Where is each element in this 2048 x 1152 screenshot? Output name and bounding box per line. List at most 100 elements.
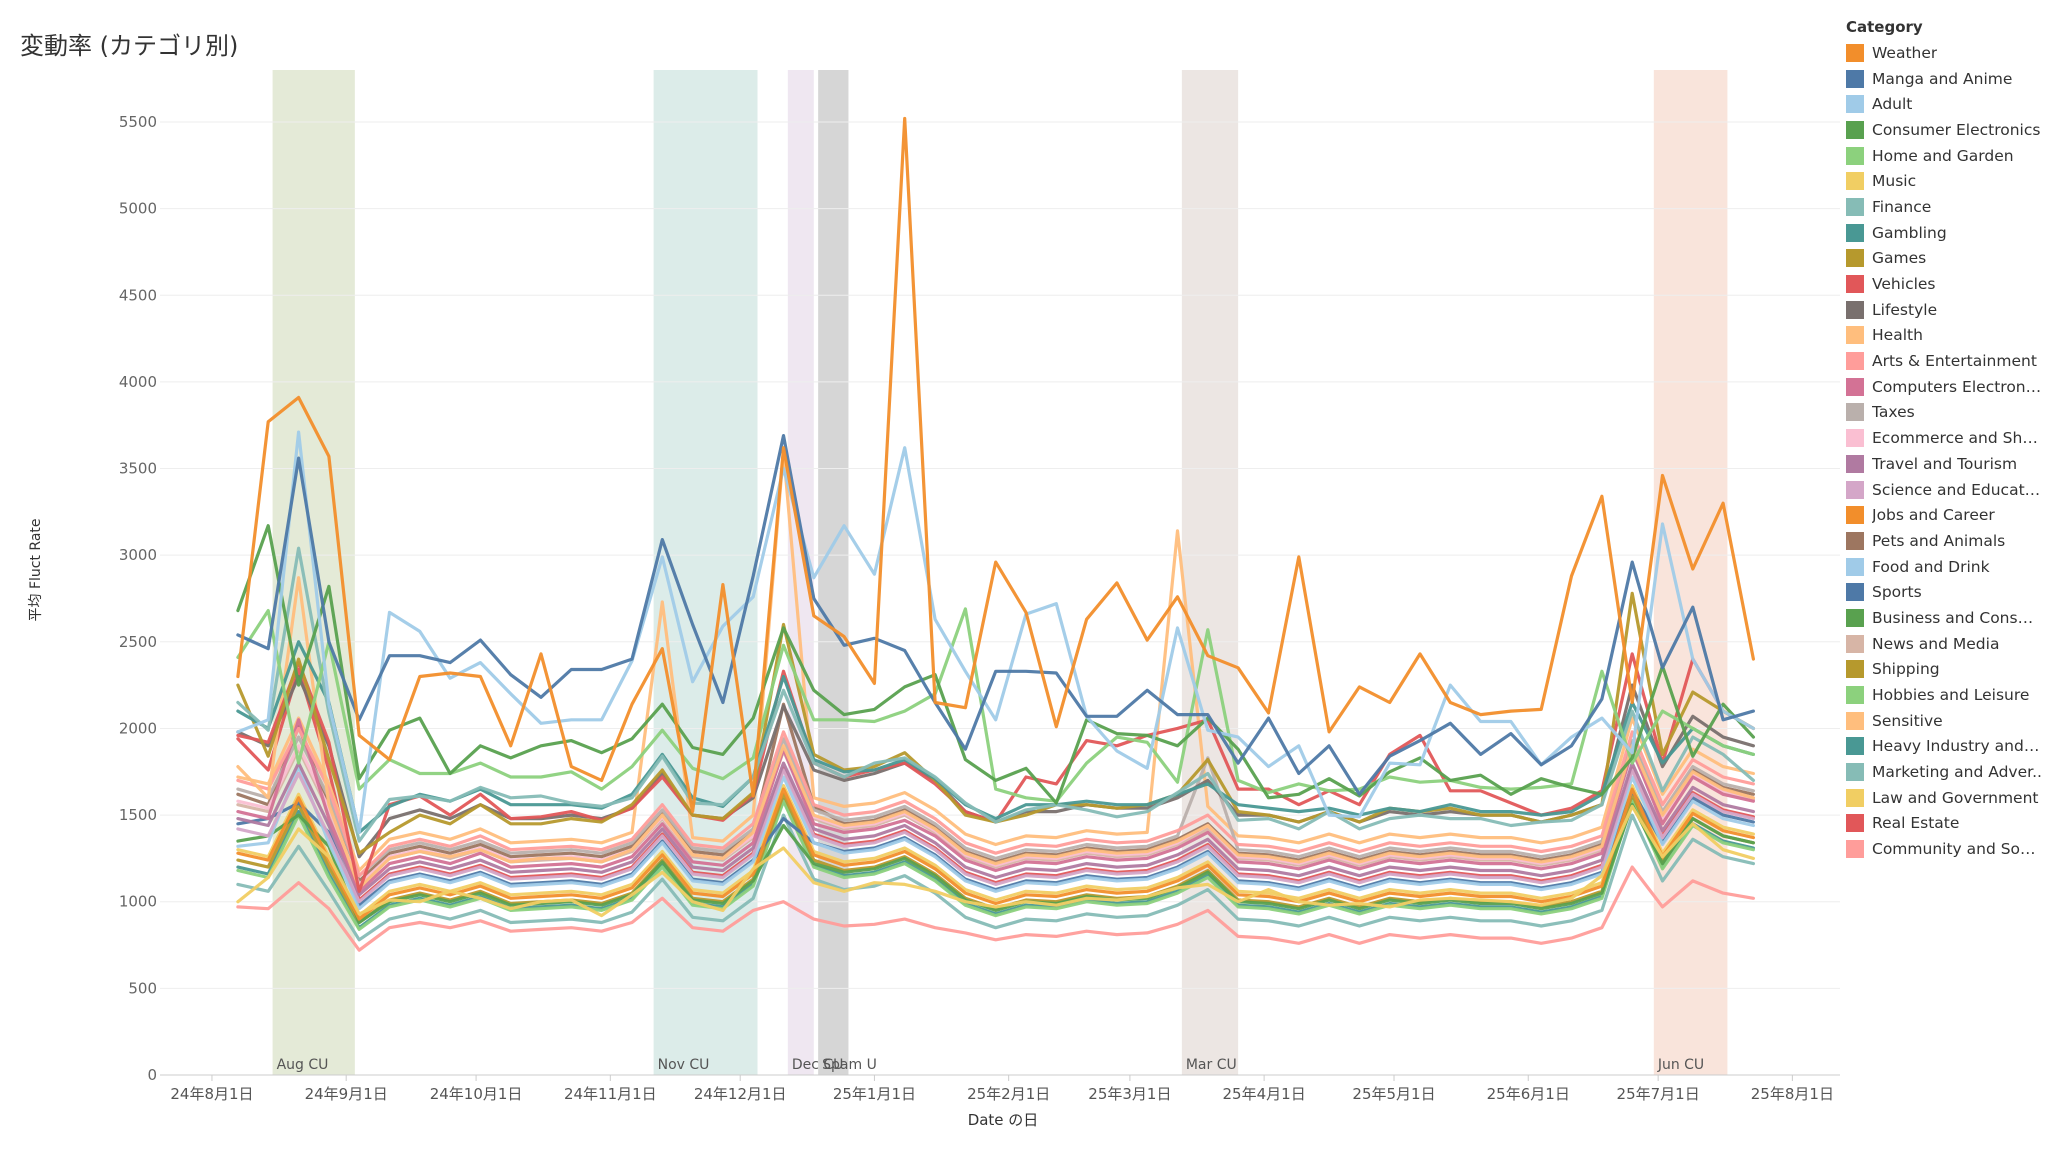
event-band: [1181, 70, 1239, 1075]
x-axis-title: Date の日: [968, 1111, 1039, 1129]
event-band: [1653, 70, 1728, 1075]
legend-label: Travel and Tourism: [1872, 454, 2018, 473]
legend-item[interactable]: Sports: [1846, 579, 2046, 605]
legend-item[interactable]: Heavy Industry and E..: [1846, 734, 2046, 760]
legend-label: Finance: [1872, 197, 1932, 216]
legend-swatch: [1846, 197, 1864, 216]
legend-item[interactable]: Pets and Animals: [1846, 528, 2046, 554]
series-line: [236, 116, 1755, 814]
legend-item[interactable]: Gambling: [1846, 220, 2046, 246]
y-tick-label: 1500: [119, 806, 157, 824]
x-tick-label: 24年11月1日: [564, 1085, 657, 1103]
legend-item[interactable]: Vehicles: [1846, 271, 2046, 297]
y-axis-title: 平均 Fluct Rate: [28, 518, 44, 621]
y-tick-label: 500: [128, 979, 157, 997]
event-band-label: Dec CU: [792, 1057, 844, 1073]
series-line: [236, 784, 1755, 918]
legend-label: Weather: [1872, 43, 1938, 62]
legend-label: Pets and Animals: [1872, 531, 2006, 550]
legend-item[interactable]: Travel and Tourism: [1846, 451, 2046, 477]
series-line: [236, 726, 1755, 878]
legend-item[interactable]: Science and Education: [1846, 477, 2046, 503]
legend-swatch: [1846, 95, 1864, 114]
legend-item[interactable]: Lifestyle: [1846, 297, 2046, 323]
series-line: [236, 546, 1755, 843]
x-tick-label: 25年6月1日: [1487, 1085, 1570, 1103]
legend-swatch: [1846, 146, 1864, 165]
legend-label: Hobbies and Leisure: [1872, 686, 2030, 705]
legend-item[interactable]: News and Media: [1846, 631, 2046, 657]
legend-item[interactable]: Jobs and Career: [1846, 502, 2046, 528]
series-line: [236, 640, 1755, 834]
legend-item[interactable]: Music: [1846, 168, 2046, 194]
legend-item[interactable]: Games: [1846, 246, 2046, 272]
legend-item[interactable]: Sensitive: [1846, 708, 2046, 734]
legend-swatch: [1846, 403, 1864, 422]
legend-swatch: [1846, 326, 1864, 345]
legend-item[interactable]: Real Estate: [1846, 811, 2046, 837]
legend-label: Food and Drink: [1872, 557, 1990, 576]
legend-item[interactable]: Consumer Electronics: [1846, 117, 2046, 143]
legend-item[interactable]: Law and Government: [1846, 785, 2046, 811]
series-line: [236, 430, 1755, 834]
legend-label: Health: [1872, 326, 1923, 345]
legend-item[interactable]: Hobbies and Leisure: [1846, 682, 2046, 708]
legend-label: Taxes: [1872, 403, 1915, 422]
legend-swatch: [1846, 634, 1864, 653]
legend-swatch: [1846, 43, 1864, 62]
legend-item[interactable]: Food and Drink: [1846, 554, 2046, 580]
event-band-label: Nov CU: [658, 1057, 710, 1073]
legend-label: Home and Garden: [1872, 146, 2014, 165]
legend-item[interactable]: Ecommerce and Shop..: [1846, 425, 2046, 451]
legend-label: Lifestyle: [1872, 300, 1938, 319]
event-band-label: Aug CU: [277, 1057, 329, 1073]
legend-item[interactable]: Manga and Anime: [1846, 66, 2046, 92]
event-band: [818, 70, 849, 1075]
series-lines: [236, 116, 1755, 952]
event-band: [653, 70, 758, 1075]
legend-item[interactable]: Home and Garden: [1846, 143, 2046, 169]
legend-item[interactable]: Taxes: [1846, 400, 2046, 426]
legend-label: Consumer Electronics: [1872, 120, 2041, 139]
series-line: [236, 718, 1755, 893]
y-tick-label: 5000: [119, 200, 157, 218]
y-tick-label: 3500: [119, 460, 157, 478]
legend-item[interactable]: Arts & Entertainment: [1846, 348, 2046, 374]
legend-label: Games: [1872, 249, 1927, 268]
legend-swatch: [1846, 531, 1864, 550]
legend-item[interactable]: Weather: [1846, 40, 2046, 66]
x-tick-label: 25年1月1日: [833, 1085, 916, 1103]
legend-swatch: [1846, 429, 1864, 448]
x-tick-label: 25年2月1日: [967, 1085, 1050, 1103]
legend-item[interactable]: Finance: [1846, 194, 2046, 220]
legend-label: Sports: [1872, 583, 1922, 602]
legend-label: Adult: [1872, 95, 1913, 114]
series-line: [236, 607, 1755, 803]
x-axis: 24年8月1日 24年9月1日 24年10月1日 24年11月1日 24年12月1日 25…: [170, 1075, 1834, 1103]
y-tick-label: 4000: [119, 373, 157, 391]
legend-swatch: [1846, 454, 1864, 473]
series-line: [236, 667, 1755, 902]
legend-item[interactable]: Marketing and Adver..: [1846, 759, 2046, 785]
y-axis: 0 500 1000 1500 2000 2500 3000 3500 4000 4500 5000…: [119, 113, 157, 1084]
event-band-label: Mar CU: [1186, 1057, 1237, 1073]
legend-swatch: [1846, 69, 1864, 88]
legend-item[interactable]: Business and Consum..: [1846, 605, 2046, 631]
legend-label: Law and Government: [1872, 788, 2039, 807]
series-line: [236, 768, 1755, 904]
legend-swatch: [1846, 557, 1864, 576]
legend-swatch: [1846, 172, 1864, 191]
legend-item[interactable]: Community and Socie..: [1846, 836, 2046, 862]
legend-swatch: [1846, 480, 1864, 499]
y-tick-label: 3000: [119, 546, 157, 564]
series-line: [236, 576, 1755, 890]
x-tick-label: 24年12月1日: [694, 1085, 787, 1103]
legend-label: Shipping: [1872, 660, 1940, 679]
legend-item[interactable]: Health: [1846, 323, 2046, 349]
legend-item[interactable]: Shipping: [1846, 657, 2046, 683]
legend-title: Category: [1846, 18, 1923, 36]
legend-item[interactable]: Computers Electronic..: [1846, 374, 2046, 400]
legend-item[interactable]: Adult: [1846, 91, 2046, 117]
legend-label: Community and Socie..: [1872, 840, 2042, 859]
